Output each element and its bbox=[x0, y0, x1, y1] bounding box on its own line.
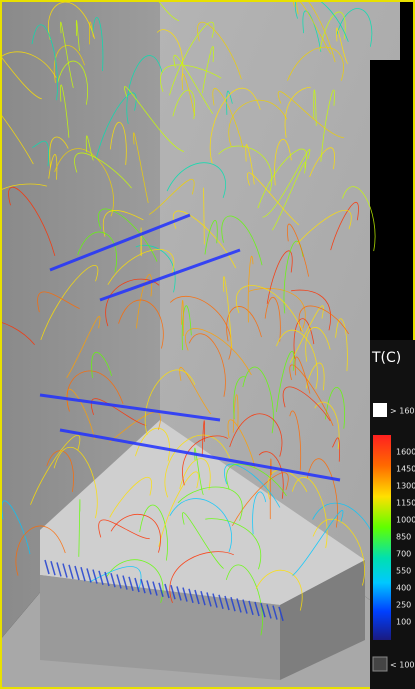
legend-tick-label: 1300 bbox=[396, 482, 415, 491]
page: T(C) > 160 < 100 1600 1450 1300 1150 1000 850… bbox=[0, 0, 415, 689]
legend-tick-label: 1150 bbox=[396, 499, 415, 508]
below-label: < 100 bbox=[390, 661, 415, 670]
legend-tick-label: 1450 bbox=[396, 465, 415, 474]
legend-tick-label: 250 bbox=[396, 601, 411, 610]
above-label: > 160 bbox=[390, 407, 415, 416]
legend-tick-label: 700 bbox=[396, 550, 411, 559]
below-swatch bbox=[373, 657, 387, 671]
legend-tick-label: 100 bbox=[396, 618, 411, 627]
colorbar bbox=[373, 435, 391, 640]
visualization: T(C) > 160 < 100 1600 1450 1300 1150 1000 850… bbox=[0, 0, 415, 689]
legend-tick-label: 1600 bbox=[396, 448, 415, 457]
legend-tick-label: 1000 bbox=[396, 516, 415, 525]
legend-tick-label: 400 bbox=[396, 584, 411, 593]
legend-tick-label: 550 bbox=[396, 567, 411, 576]
above-swatch bbox=[373, 403, 387, 417]
legend-tick-label: 850 bbox=[396, 533, 411, 542]
legend-title: T(C) bbox=[371, 350, 401, 366]
